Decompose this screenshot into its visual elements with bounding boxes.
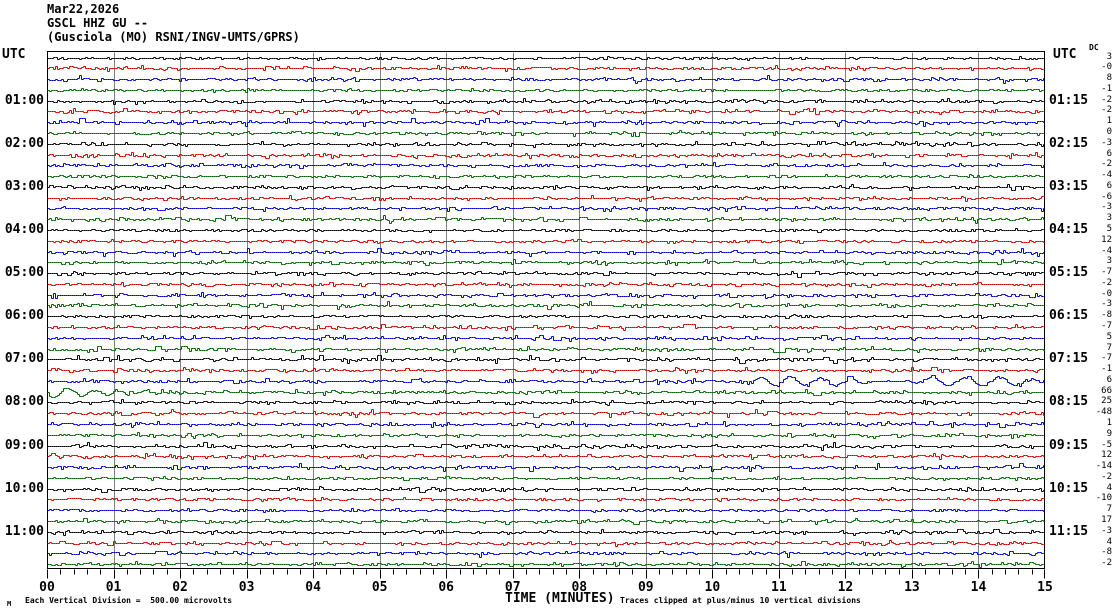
x-tick-label: 04 [305,580,321,595]
watermark-icon: M [7,600,12,608]
dc-value: 7 [1106,342,1112,353]
dc-value: 5 [1106,223,1112,234]
dc-value: -2 [1101,105,1112,116]
dc-value: 1 [1106,418,1112,429]
x-tick-label: 08 [571,580,588,595]
dc-value: -2 [1101,159,1112,170]
x-axis-title: TIME (MINUTES) [505,591,615,606]
x-tick-label: 03 [238,580,255,595]
hour-label-right: 01:15 [1049,92,1089,108]
header-date: Mar22,2026 [47,2,120,16]
hour-label-right: 06:15 [1049,308,1089,324]
dc-value: 4 [1106,536,1112,547]
dc-value: -7 [1101,353,1112,364]
dc-value: 1 [1106,116,1112,127]
dc-value: -5 [1101,439,1112,450]
dc-value: 3 [1106,213,1112,224]
x-tick-label: 10 [704,580,721,595]
dc-value: 25 [1101,396,1112,407]
dc-value: -14 [1095,461,1112,472]
dc-value: -3 [1101,202,1112,213]
dc-value: 7 [1106,504,1112,515]
hour-label-left: 04:00 [4,221,44,237]
dc-value: 9 [1106,428,1112,439]
dc-value: -3 [1101,525,1112,536]
dc-value: -0 [1101,288,1112,299]
x-tick-label: 09 [637,580,654,595]
dc-value: -2 [1101,277,1112,288]
dc-value: 12 [1101,450,1112,461]
dc-value: -2 [1101,94,1112,105]
hour-label-right: 09:15 [1049,437,1089,453]
hour-label-right: 05:15 [1049,265,1089,281]
dc-value: -4 [1101,170,1112,181]
x-tick-label: 07 [504,580,521,595]
hour-label-left: 11:00 [4,523,44,539]
dc-value: -7 [1101,321,1112,331]
hour-label-left: 05:00 [4,265,44,281]
dc-value: 12 [1101,234,1112,245]
hour-label-left: 06:00 [4,308,44,324]
dc-column-header: DC [1089,43,1099,52]
x-tick-label: 02 [172,580,188,595]
hour-label-right: 03:15 [1049,178,1089,194]
x-tick-label: 15 [1037,580,1053,595]
hour-label-left: 09:00 [4,437,44,453]
dc-value: 0 [1106,126,1112,137]
hour-label-right: 04:15 [1049,221,1089,237]
dc-value: -6 [1101,191,1112,202]
dc-value: 6 [1106,374,1112,385]
dc-value: 6 [1106,180,1112,191]
dc-value: 8 [1106,73,1112,84]
dc-value: 6 [1106,148,1112,159]
x-tick-label: 14 [970,580,987,595]
dc-value: 3 [1106,256,1112,267]
hour-label-left: 01:00 [4,92,44,108]
dc-value: 17 [1101,515,1112,526]
dc-value: -8 [1101,310,1112,321]
clipping-note: Traces clipped at plus/minus 10 vertical… [620,596,861,605]
x-tick-label: 00 [39,580,55,595]
hour-label-right: 10:15 [1049,480,1089,496]
hour-label-left: 02:00 [4,135,44,151]
dc-value: -10 [1095,493,1112,504]
x-tick-label: 11 [771,580,787,595]
seismogram-plot-canvas [47,51,1045,581]
hour-label-left: 10:00 [4,480,44,496]
x-tick-label: 05 [371,580,388,595]
utc-label-right: UTC [1053,47,1077,62]
hour-label-left: 03:00 [4,178,44,194]
hour-label-right: 11:15 [1049,523,1089,539]
x-tick-label: 13 [904,580,920,595]
hour-label-right: 08:15 [1049,394,1089,410]
hour-label-left: 07:00 [4,351,44,367]
x-tick-label: 01 [105,580,122,595]
dc-value: 4 [1106,482,1112,493]
dc-value: -1 [1101,364,1112,375]
scale-note: Each Vertical Division = 500.00 microvol… [25,596,233,605]
header-location: (Gusciola (MO) RSNI/INGV-UMTS/GPRS) [47,30,300,44]
hour-label-right: 02:15 [1049,135,1089,151]
x-tick-label: 06 [438,580,455,595]
dc-value: -2 [1101,471,1112,482]
x-tick-label: 12 [837,580,854,595]
dc-value: -3 [1101,299,1112,310]
dc-value: -8 [1101,547,1112,558]
dc-value: -0 [1101,62,1112,73]
dc-value: 5 [1106,331,1112,342]
header-station: GSCL HHZ GU -- [47,16,149,30]
dc-value: -4 [1101,245,1112,256]
hour-label-left: 08:00 [4,394,44,410]
dc-value: -3 [1101,137,1112,148]
dc-value: -7 [1101,267,1112,278]
utc-label-left: UTC [2,47,26,62]
dc-value: 66 [1101,385,1112,396]
dc-value: -48 [1095,407,1112,418]
dc-value: -1 [1101,83,1112,94]
dc-value: 3 [1106,51,1112,62]
hour-label-right: 07:15 [1049,351,1089,367]
dc-value: -2 [1101,558,1112,569]
